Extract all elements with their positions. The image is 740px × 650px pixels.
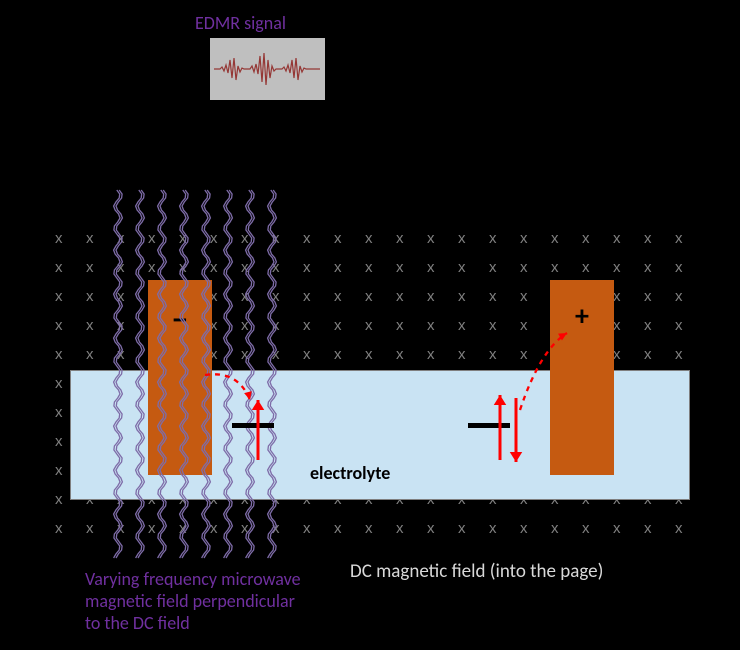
transfer-arrow-right bbox=[520, 333, 567, 410]
microwave-caption: Varying frequency microwave magnetic fie… bbox=[85, 568, 301, 634]
spin-arrow-right-down-head bbox=[510, 452, 523, 462]
electron-bar bbox=[232, 423, 274, 428]
spin-arrow-left-up-head bbox=[252, 400, 265, 410]
spin-arrow-right-up-head bbox=[494, 395, 507, 405]
electrolyte-label: electrolyte bbox=[310, 462, 390, 484]
overlay-svg bbox=[0, 0, 740, 650]
diagram-stage: EDMR signal xxxxxxxxxxxxxxxxxxxxxxxxxxxx… bbox=[0, 0, 740, 650]
transfer-arrow-left-head bbox=[244, 391, 252, 400]
dc-field-caption: DC magnetic field (into the page) bbox=[350, 560, 603, 583]
electron-bar bbox=[468, 423, 510, 428]
